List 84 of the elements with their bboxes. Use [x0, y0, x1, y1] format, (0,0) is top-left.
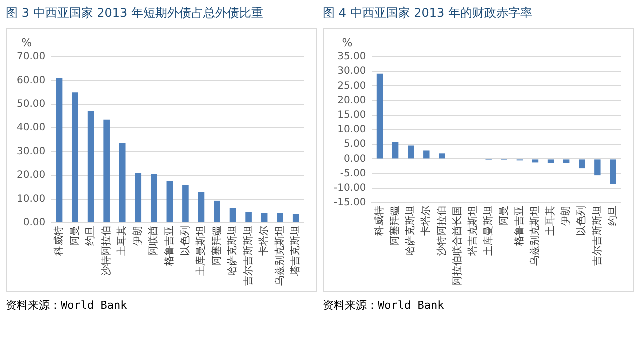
x-tick-label: 格鲁吉亚	[514, 206, 526, 247]
x-tick-label: 塔吉克斯坦	[466, 206, 479, 257]
x-tick-label: 土库曼斯坦	[195, 226, 208, 276]
y-tick-label: 10.00	[338, 124, 366, 136]
bar	[166, 182, 174, 222]
chart-title: 图 4 中西亚国家 2013 年的财政赤字率	[323, 5, 534, 22]
bar	[292, 214, 300, 222]
y-tick-label: 70.00	[16, 52, 46, 63]
x-tick-label: 卡塔尔	[258, 226, 270, 256]
text: 资料来源：World Bank	[323, 298, 446, 313]
bar	[198, 192, 205, 222]
y-tick-label: 35.00	[338, 52, 366, 63]
y-tick-label: -10.00	[334, 182, 366, 194]
bar	[376, 74, 384, 159]
y-tick-label: 50.00	[16, 99, 46, 110]
x-tick-label: 以色列	[576, 206, 588, 236]
x-tick-label: 阿塞拜疆	[389, 206, 402, 246]
bar	[104, 120, 110, 222]
bar	[392, 142, 399, 159]
y-tick-label: 0.00	[344, 154, 366, 165]
bar	[424, 150, 430, 159]
x-tick-label: 土耳其	[544, 206, 557, 236]
bar	[88, 112, 94, 222]
y-tick-label: 25.00	[338, 80, 366, 92]
x-tick-label: 阿拉伯联合酋长国	[451, 206, 464, 286]
bar	[408, 146, 414, 159]
x-tick-label: 以色列	[179, 226, 192, 256]
x-tick-label: 土库曼斯坦	[482, 206, 494, 256]
bar	[439, 154, 446, 159]
bar	[182, 185, 189, 222]
chart-title: 图 3 中西亚国家 2013 年短期外债占总外债比重	[6, 5, 264, 22]
bar	[594, 160, 601, 176]
x-tick-label: 土耳其	[116, 226, 128, 256]
bar	[72, 92, 78, 222]
y-tick-label: 15.00	[338, 110, 366, 121]
bar	[610, 160, 616, 184]
y-tick-label: 30.00	[338, 66, 366, 78]
y-tick-label: -5.00	[340, 168, 366, 180]
y-tick-label: -15.00	[334, 198, 366, 209]
bar	[135, 173, 142, 222]
x-tick-label: 沙特阿拉伯	[100, 226, 112, 276]
x-tick-label: 科威特	[374, 206, 386, 236]
x-tick-label: 约旦	[606, 206, 619, 226]
bar	[119, 144, 126, 222]
y-tick-label: 20.00	[16, 170, 46, 182]
y-tick-label: 20.00	[338, 95, 366, 106]
bar	[261, 213, 268, 222]
x-tick-label: 阿曼	[70, 226, 81, 246]
bar	[548, 160, 554, 163]
y-axis-title: %	[22, 36, 32, 50]
x-tick-label: 格鲁吉亚	[164, 226, 176, 267]
x-tick-label: 卡塔尔	[420, 206, 432, 236]
bar	[563, 160, 570, 164]
y-axis-title: %	[342, 36, 353, 50]
bar	[56, 78, 63, 222]
y-tick-label: 10.00	[16, 194, 46, 205]
bar	[214, 200, 220, 222]
y-tick-label: 30.00	[16, 146, 46, 158]
bar	[277, 213, 284, 222]
x-tick-label: 阿曼	[498, 206, 510, 226]
x-tick-label: 科威特	[53, 226, 66, 256]
x-tick-label: 哈萨克斯坦	[404, 206, 417, 256]
bar	[532, 160, 539, 163]
x-tick-label: 沙特阿拉伯	[436, 206, 448, 256]
x-tick-label: 阿塞拜疆	[210, 226, 223, 266]
text: 资料来源：World Bank	[6, 298, 128, 313]
x-tick-label: 阿联酋	[148, 226, 160, 256]
x-tick-label: 乌兹别克斯坦	[274, 226, 286, 286]
x-tick-label: 乌兹别克斯坦	[529, 206, 542, 266]
bar	[151, 174, 158, 222]
x-tick-label: 伊朗	[560, 206, 572, 226]
y-tick-label: 60.00	[16, 75, 46, 86]
x-tick-label: 吉尔吉斯斯坦	[591, 206, 604, 266]
x-tick-label: 哈萨克斯坦	[226, 226, 239, 276]
x-tick-label: 吉尔吉斯斯坦	[242, 226, 254, 286]
bar	[246, 212, 252, 222]
y-tick-label: 0.00	[23, 218, 46, 229]
bar	[579, 160, 586, 169]
bar	[230, 208, 236, 222]
x-tick-label: 伊朗	[132, 226, 144, 246]
y-tick-label: 40.00	[16, 122, 46, 134]
y-tick-label: 5.00	[344, 139, 366, 150]
x-tick-label: 约旦	[84, 226, 97, 246]
x-tick-label: 塔吉克斯坦	[290, 226, 302, 277]
